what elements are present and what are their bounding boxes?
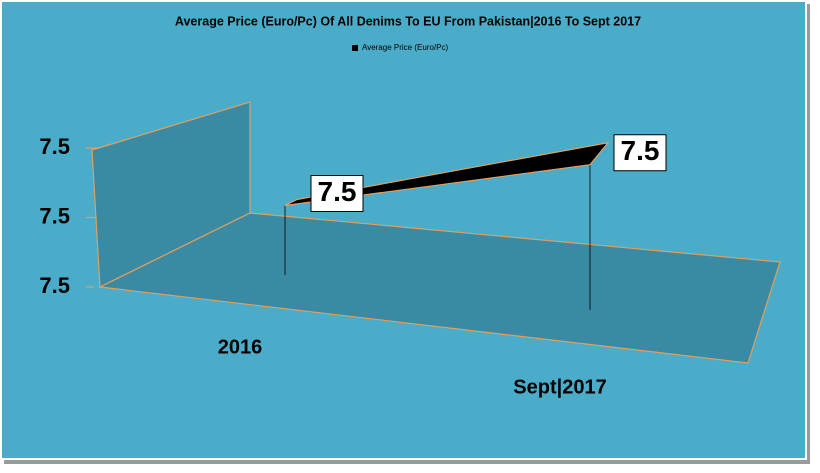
data-label-box — [613, 134, 667, 172]
chart-title: Average Price (Euro/Pc) Of All Denims To… — [175, 14, 641, 28]
line-ribbon — [284, 141, 610, 207]
y-tick-label: 7.5 — [39, 134, 70, 159]
data-label: 7.5 — [318, 176, 357, 207]
floor — [97, 212, 781, 364]
data-label-box — [310, 175, 364, 212]
y-tick-label: 7.5 — [39, 203, 70, 228]
data-label: 7.5 — [621, 135, 660, 166]
x-tick-label: 2016 — [218, 336, 263, 358]
legend-swatch — [352, 45, 358, 51]
legend-label: Average Price (Euro/Pc) — [362, 43, 448, 52]
y-tick-label: 7.5 — [39, 273, 70, 298]
x-tick-label: Sept|2017 — [513, 376, 606, 398]
